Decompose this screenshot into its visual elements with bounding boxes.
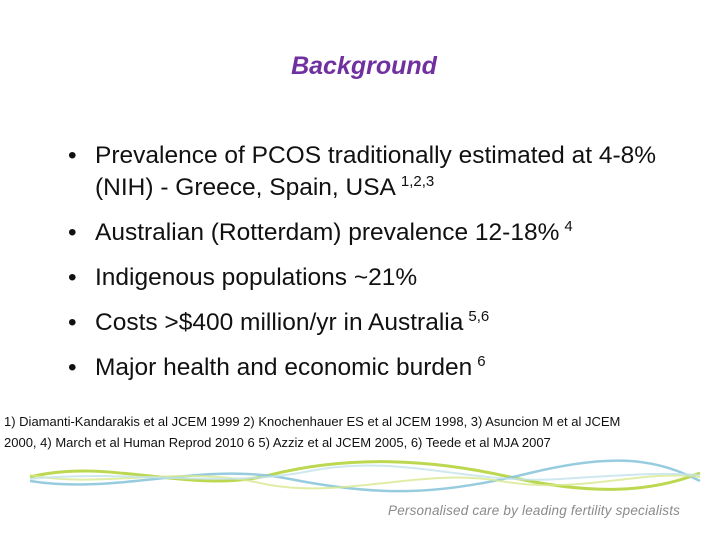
bullet-item: Indigenous populations ~21% xyxy=(62,262,702,294)
bullet-text: Major health and economic burden xyxy=(95,354,473,381)
reference-line: 1) Diamanti-Kandarakis et al JCEM 1999 2… xyxy=(4,414,621,429)
bullet-list: Prevalence of PCOS traditionally estimat… xyxy=(62,140,702,397)
references: 1) Diamanti-Kandarakis et al JCEM 1999 2… xyxy=(4,411,728,453)
citation: 6 xyxy=(477,353,486,370)
bullet-text: Indigenous populations ~21% xyxy=(95,264,418,291)
bullet-text: Australian (Rotterdam) prevalence 12-18% xyxy=(95,219,560,246)
citation: 1,2,3 xyxy=(400,173,435,190)
citation: 4 xyxy=(564,218,573,235)
bullet-item: Prevalence of PCOS traditionally estimat… xyxy=(62,140,702,204)
wave-decoration xyxy=(29,459,701,493)
bullet-item: Australian (Rotterdam) prevalence 12-18%… xyxy=(62,217,702,249)
citation: 5,6 xyxy=(468,308,490,325)
bullet-text: Costs >$400 million/yr in Australia xyxy=(95,309,464,336)
reference-line: 2000, 4) March et al Human Reprod 2010 6… xyxy=(4,435,551,450)
slide-title: Background xyxy=(291,52,437,80)
footer-tagline: Personalised care by leading fertility s… xyxy=(388,503,681,518)
bullet-text: Prevalence of PCOS traditionally estimat… xyxy=(95,142,657,201)
